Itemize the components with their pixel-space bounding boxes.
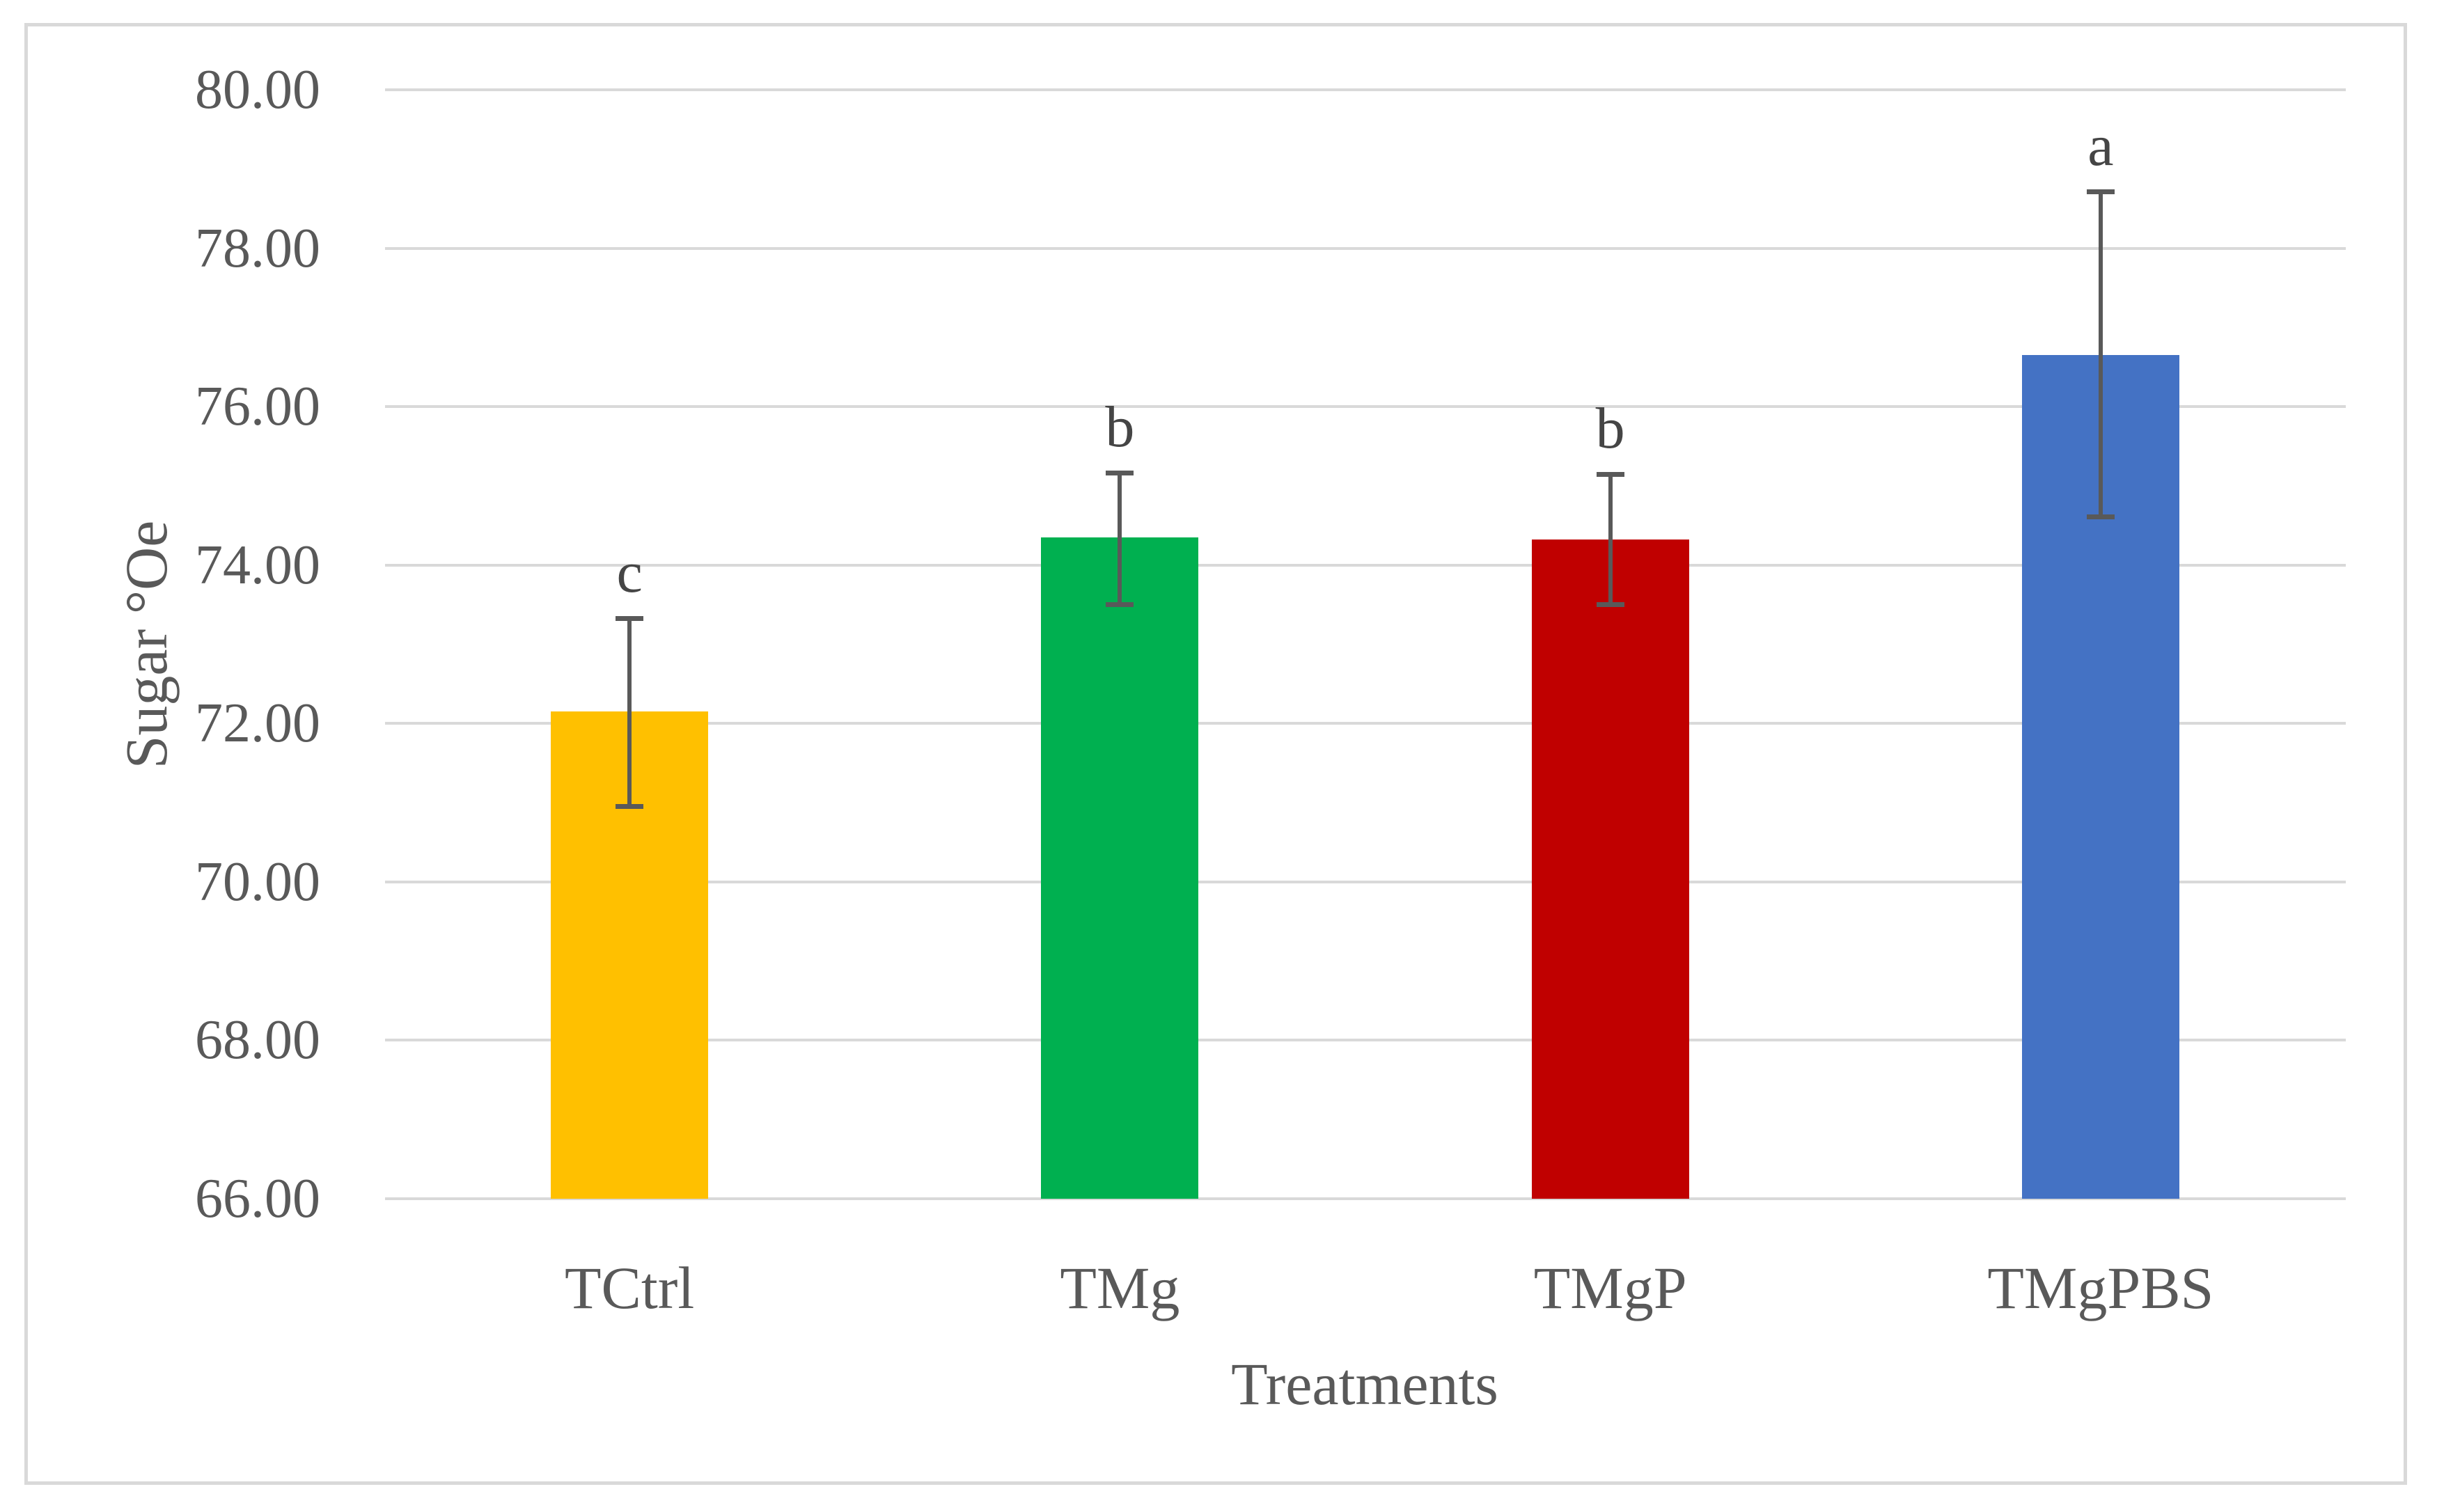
- significance-letter-TMgPBS: a: [2087, 113, 2114, 178]
- y-axis-tick: [385, 1039, 402, 1042]
- error-bar-line-TMgP: [1608, 473, 1613, 605]
- y-axis-tick: [385, 1197, 402, 1200]
- error-bar-line-TMg: [1118, 472, 1122, 605]
- error-bar-line-TCtrl: [627, 617, 632, 807]
- x-category-label-TMg: TMg: [1060, 1254, 1180, 1321]
- y-axis-tick: [385, 722, 402, 725]
- y-tick-label: 78.00: [195, 217, 320, 279]
- error-bar-cap-top-TCtrl: [616, 615, 644, 621]
- x-category-label-TCtrl: TCtrl: [564, 1254, 695, 1321]
- significance-letter-TCtrl: c: [616, 540, 643, 605]
- gridline: [402, 1197, 2346, 1200]
- gridline: [402, 1039, 2346, 1042]
- x-category-label-TMgP: TMgP: [1533, 1254, 1687, 1321]
- error-bar-cap-top-TMgPBS: [2086, 189, 2115, 194]
- gridline: [402, 88, 2346, 91]
- error-bar-cap-bottom-TCtrl: [616, 803, 644, 809]
- y-axis-tick: [385, 246, 402, 250]
- y-tick-label: 74.00: [195, 534, 320, 596]
- bar-TMgP: [1531, 540, 1689, 1199]
- y-axis-tick: [385, 405, 402, 409]
- error-bar-cap-bottom-TMgP: [1596, 601, 1624, 607]
- error-bar-line-TMgPBS: [2098, 191, 2103, 518]
- y-tick-label: 76.00: [195, 376, 320, 438]
- error-bar-cap-top-TMgP: [1596, 471, 1624, 477]
- gridline: [402, 880, 2346, 883]
- significance-letter-TMgP: b: [1595, 395, 1625, 461]
- y-axis-tick: [385, 88, 402, 91]
- significance-letter-TMg: b: [1105, 394, 1135, 459]
- gridline: [402, 722, 2346, 725]
- y-tick-label: 66.00: [195, 1168, 320, 1229]
- chart-frame: [24, 23, 2407, 1485]
- error-bar-cap-bottom-TMgPBS: [2086, 514, 2115, 520]
- y-tick-label: 70.00: [195, 851, 320, 913]
- x-axis-title: Treatments: [1231, 1350, 1498, 1417]
- bar-TMg: [1041, 537, 1199, 1199]
- error-bar-cap-top-TMg: [1106, 470, 1134, 475]
- y-axis-tick: [385, 563, 402, 567]
- y-tick-label: 80.00: [195, 59, 320, 120]
- gridline: [402, 563, 2346, 567]
- x-category-label-TMgPBS: TMgPBS: [1987, 1254, 2214, 1321]
- y-axis-tick: [385, 880, 402, 883]
- error-bar-cap-bottom-TMg: [1106, 601, 1134, 607]
- gridline: [402, 246, 2346, 250]
- y-tick-label: 72.00: [195, 693, 320, 755]
- y-tick-label: 68.00: [195, 1009, 320, 1071]
- gridline: [402, 405, 2346, 409]
